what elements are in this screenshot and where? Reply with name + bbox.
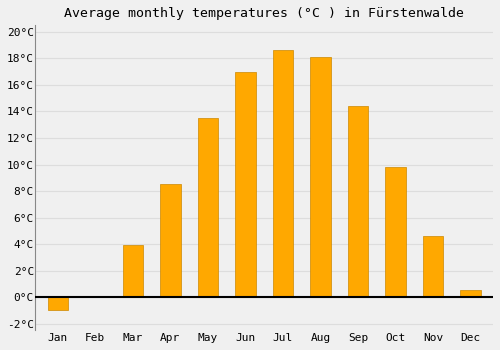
Bar xyxy=(385,167,406,297)
Bar xyxy=(422,236,444,297)
Bar xyxy=(460,290,481,297)
Bar xyxy=(198,118,218,297)
Bar xyxy=(48,297,68,310)
Title: Average monthly temperatures (°C ) in Fürstenwalde: Average monthly temperatures (°C ) in Fü… xyxy=(64,7,464,20)
Bar xyxy=(160,184,180,297)
Bar xyxy=(348,106,368,297)
Bar xyxy=(272,50,293,297)
Bar xyxy=(310,57,331,297)
Bar xyxy=(235,72,256,297)
Bar xyxy=(122,245,143,297)
